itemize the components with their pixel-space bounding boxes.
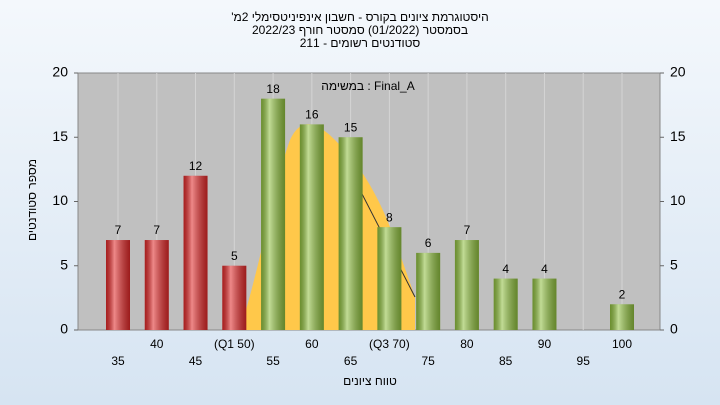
y-tick-label: 20	[52, 64, 68, 80]
data-label: 7	[153, 223, 160, 237]
data-label: 15	[344, 120, 358, 134]
chart-title: 'היסטוגרמת ציונים בקורס - חשבון אינפיניט…	[231, 10, 489, 24]
x-axis-label: טווח ציונים	[343, 374, 397, 388]
data-label: 8	[386, 210, 393, 224]
chart-subtitle: סטודנטים רשומים - 211	[300, 36, 421, 50]
y2-tick-label: 15	[670, 128, 686, 144]
x-tick-label: 80	[460, 337, 474, 351]
bar-highlight	[377, 227, 402, 330]
data-label: 4	[541, 262, 548, 276]
x-tick-label: (Q3 70)	[369, 337, 410, 351]
bar-highlight	[493, 278, 518, 330]
bar-highlight	[416, 252, 441, 330]
y2-tick-label: 0	[670, 321, 678, 337]
bar-highlight	[183, 175, 208, 330]
bar-highlight	[106, 240, 130, 330]
bar-highlight	[222, 265, 247, 330]
x-tick-label: (Q1 50)	[214, 337, 255, 351]
bar-highlight	[454, 240, 479, 330]
bar-highlight	[532, 278, 557, 330]
annotation: במשימה : Final_A	[321, 79, 415, 93]
x-tick-label: 60	[305, 337, 319, 351]
x-tick-label: 75	[421, 354, 435, 368]
x-tick-label: 65	[344, 354, 358, 368]
data-label: 18	[266, 82, 280, 96]
y-tick-label: 10	[52, 192, 68, 208]
x-tick-label: 100	[612, 337, 632, 351]
bar-highlight	[299, 124, 324, 331]
data-label: 16	[305, 108, 319, 122]
data-label: 2	[619, 287, 626, 301]
y-tick-label: 5	[60, 256, 68, 272]
data-label: 5	[231, 249, 238, 263]
bar-highlight	[261, 98, 286, 330]
y2-tick-label: 10	[670, 192, 686, 208]
bar-highlight	[338, 137, 363, 330]
x-tick-label: 85	[499, 354, 513, 368]
data-label: 6	[425, 236, 432, 250]
data-label: 12	[189, 159, 203, 173]
x-tick-label: 95	[577, 354, 591, 368]
x-tick-label: 40	[150, 337, 164, 351]
y2-tick-label: 5	[670, 256, 678, 272]
y-tick-label: 0	[60, 321, 68, 337]
y-tick-label: 15	[52, 128, 68, 144]
x-tick-label: 35	[111, 354, 125, 368]
y2-tick-label: 20	[670, 64, 686, 80]
data-label: 7	[115, 223, 122, 237]
bar-highlight	[144, 240, 169, 330]
data-label: 4	[502, 262, 509, 276]
bar-highlight	[610, 304, 634, 330]
chart-subtitle: בסמסטר (01/2022) סמסטר חורף 2022/23	[252, 23, 468, 37]
x-tick-label: 90	[538, 337, 552, 351]
y-axis-label: מספר סטודנטים	[25, 159, 39, 241]
x-tick-label: 55	[266, 354, 280, 368]
data-label: 7	[464, 223, 471, 237]
x-tick-label: 45	[189, 354, 203, 368]
